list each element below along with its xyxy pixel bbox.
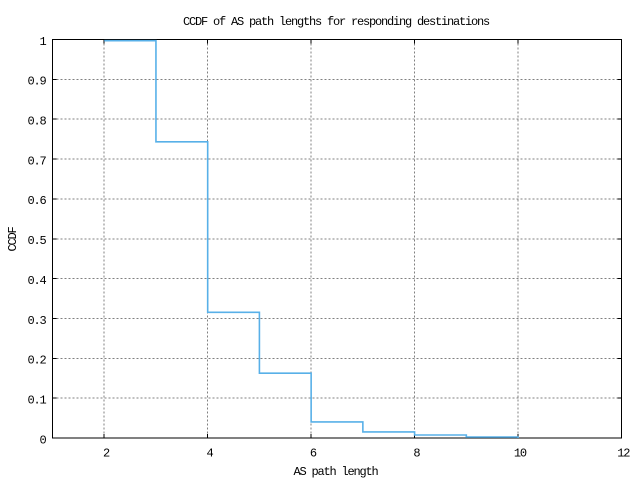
svg-text:6: 6	[310, 447, 317, 461]
svg-text:0.2: 0.2	[27, 354, 46, 368]
svg-text:CCDF of AS path lengths for re: CCDF of AS path lengths for responding d…	[183, 15, 490, 29]
svg-text:AS path length: AS path length	[293, 465, 378, 479]
svg-text:0.4: 0.4	[27, 274, 46, 288]
svg-text:0.1: 0.1	[27, 393, 46, 407]
svg-text:0.8: 0.8	[27, 115, 46, 129]
svg-text:12: 12	[617, 447, 630, 461]
svg-text:2: 2	[103, 447, 110, 461]
svg-text:0.3: 0.3	[27, 314, 46, 328]
svg-text:0: 0	[39, 433, 46, 447]
svg-text:0.7: 0.7	[27, 154, 46, 168]
svg-text:8: 8	[413, 447, 420, 461]
svg-text:10: 10	[514, 447, 527, 461]
svg-text:1: 1	[39, 35, 46, 49]
svg-text:CCDF: CCDF	[6, 227, 20, 252]
svg-text:0.9: 0.9	[27, 75, 46, 89]
svg-text:4: 4	[206, 447, 213, 461]
svg-text:0.6: 0.6	[27, 194, 46, 208]
svg-text:0.5: 0.5	[27, 234, 46, 248]
